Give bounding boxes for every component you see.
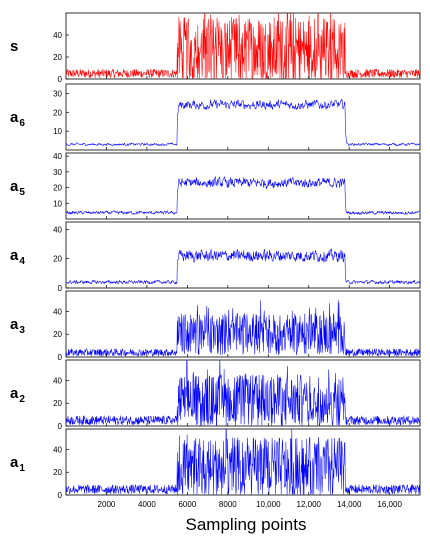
signal-trace [66, 360, 420, 426]
y-tick-label: 20 [53, 399, 62, 408]
x-tick-label: 16,000 [377, 500, 402, 509]
y-tick-label: 20 [53, 330, 62, 339]
panel-label: a3 [10, 316, 25, 336]
x-tick-label: 14,000 [337, 500, 362, 509]
y-tick-label: 0 [58, 422, 63, 431]
y-tick-label: 0 [58, 491, 63, 500]
y-tick-label: 30 [53, 168, 62, 177]
panel-a3: 0 20 40 a3 [10, 290, 421, 362]
panel-label: a1 [10, 454, 25, 474]
signal-trace [66, 176, 420, 215]
y-tick-label: 20 [53, 108, 62, 117]
y-tick-label: 20 [53, 255, 62, 264]
y-tick-label: 0 [58, 284, 63, 293]
signal-trace [66, 13, 420, 79]
signal-trace [66, 98, 420, 147]
y-tick-label: 40 [53, 31, 62, 40]
panel-frame [65, 152, 421, 220]
panel-label: s [10, 38, 18, 55]
y-tick-label: 40 [53, 225, 62, 234]
panels-group: 0 20 40 s 10 20 30 a6 10 20 30 40 a5 0 20 40 a4 0 20 40 a3 0 2… [10, 12, 421, 500]
y-tick-label: 0 [58, 75, 63, 84]
panel-s: 0 20 40 s [10, 12, 421, 84]
y-tick-label: 10 [53, 199, 62, 208]
y-tick-label: 20 [53, 184, 62, 193]
y-tick-label: 30 [53, 89, 62, 98]
y-tick-label: 20 [53, 468, 62, 477]
x-tick-label: 10,000 [256, 500, 281, 509]
panel-a5: 10 20 30 40 a5 [10, 152, 421, 220]
x-axis-label: Sampling points [186, 515, 307, 534]
signal-trace [66, 300, 420, 357]
panel-a1: 0 20 40 a1 [10, 428, 421, 500]
x-axis: 2000 4000 6000 8000 10,000 12,000 14,000 16,000 [98, 500, 403, 509]
x-tick-label: 12,000 [297, 500, 322, 509]
y-tick-label: 10 [53, 127, 62, 136]
panel-a4: 0 20 40 a4 [10, 221, 421, 293]
panel-frame [65, 83, 421, 151]
panel-label: a6 [10, 109, 25, 129]
x-tick-label: 4000 [138, 500, 156, 509]
panel-label: a4 [10, 247, 25, 267]
x-tick-label: 6000 [178, 500, 196, 509]
panel-label: a5 [10, 178, 25, 198]
y-tick-label: 20 [53, 53, 62, 62]
signal-trace [66, 248, 420, 285]
y-tick-label: 40 [53, 152, 62, 161]
panel-label: a2 [10, 385, 25, 405]
x-tick-label: 2000 [98, 500, 116, 509]
x-tick-label: 8000 [219, 500, 237, 509]
panel-a2: 0 20 40 a2 [10, 359, 421, 431]
y-tick-label: 40 [53, 307, 62, 316]
signal-trace [66, 429, 420, 495]
panel-a6: 10 20 30 a6 [10, 83, 421, 151]
y-tick-label: 0 [58, 353, 63, 362]
y-tick-label: 40 [53, 445, 62, 454]
y-tick-label: 40 [53, 376, 62, 385]
